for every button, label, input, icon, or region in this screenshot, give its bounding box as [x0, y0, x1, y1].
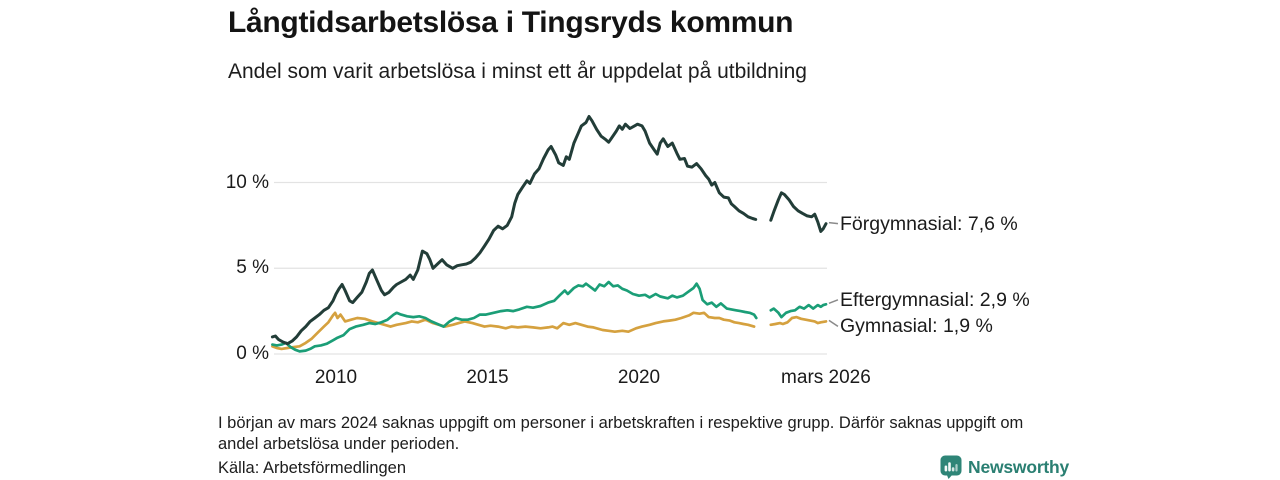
series-line-eftergymnasial-seg2 [769, 302, 828, 319]
newsworthy-logo[interactable]: Newsworthy [940, 455, 1069, 479]
x-axis-tick-2010: 2010 [314, 367, 358, 388]
footnote-line-2: andel arbetslösa under perioden. [218, 435, 460, 453]
y-axis-tick-5: 5 % [236, 257, 269, 279]
series-line-förgymnasial-seg2 [769, 191, 828, 233]
chart-subtitle: Andel som varit arbetslösa i minst ett å… [228, 60, 807, 83]
x-axis-tick-mars-2026: mars 2026 [781, 367, 871, 388]
series-line-eftergymnasial-seg1 [271, 280, 758, 353]
series-line-förgymnasial-seg1 [270, 115, 758, 346]
label-connector-eftergymnasial [828, 299, 839, 304]
x-axis-tick-2020: 2020 [617, 367, 661, 388]
label-connector-gymnasial [828, 319, 839, 328]
series-end-label-gymnasial: Gymnasial: 1,9 % [840, 315, 993, 338]
page-title: Långtidsarbetslösa i Tingsryds kommun [228, 6, 794, 39]
label-connector-förgymnasial [828, 221, 839, 225]
newsworthy-logo-icon [940, 455, 962, 479]
newsworthy-logo-text: Newsworthy [968, 456, 1070, 477]
x-axis-tick-2015: 2015 [466, 367, 509, 388]
y-axis-tick-0: 0 % [236, 343, 269, 364]
footnote: I början av mars 2024 saknas uppgift om … [218, 413, 1023, 455]
series-line-gymnasial-seg2 [769, 315, 828, 327]
source-text: Källa: Arbetsförmedlingen [218, 459, 407, 477]
series-line-gymnasial-seg1 [271, 311, 756, 351]
y-axis-tick-10: 10 % [225, 171, 269, 193]
footnote-line-1: I början av mars 2024 saknas uppgift om … [218, 414, 1024, 432]
series-end-label-förgymnasial: Förgymnasial: 7,6 % [840, 212, 1018, 235]
series-end-label-eftergymnasial: Eftergymnasial: 2,9 % [840, 288, 1030, 311]
